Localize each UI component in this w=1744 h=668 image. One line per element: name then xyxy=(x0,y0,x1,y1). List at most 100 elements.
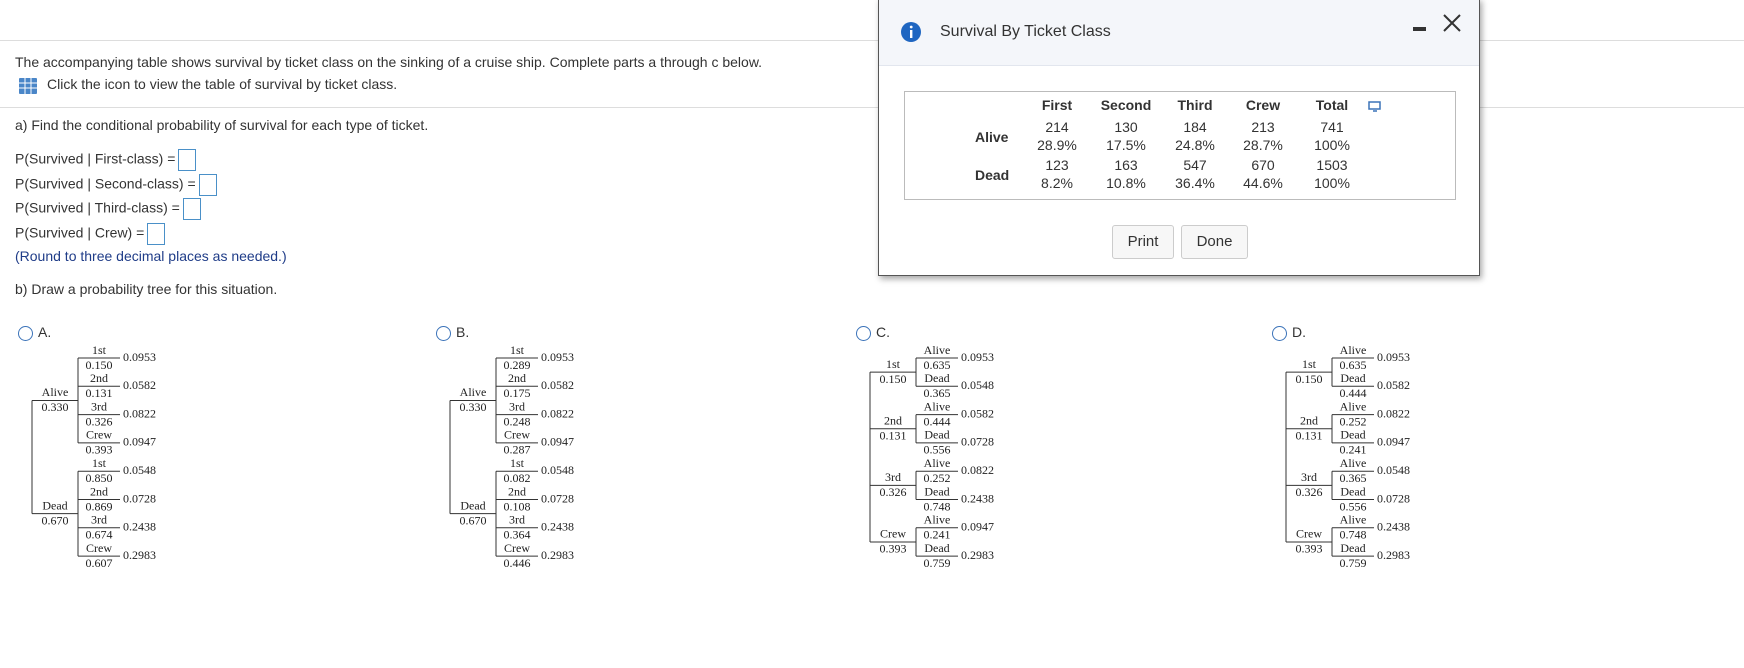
window-controls[interactable] xyxy=(1409,11,1465,37)
leaf-label: Dead xyxy=(924,428,949,442)
leaf-label: Dead xyxy=(1340,428,1365,442)
answer-box[interactable] xyxy=(178,149,197,171)
branch-label: 3rd xyxy=(885,470,901,484)
copy-icon[interactable] xyxy=(1368,101,1382,113)
answer-box[interactable] xyxy=(198,173,217,196)
info-icon xyxy=(901,22,921,42)
option-radio[interactable] xyxy=(1272,326,1287,341)
dialog: Survival By Ticket Class First Second Thir… xyxy=(878,0,1480,276)
table-icon[interactable] xyxy=(18,77,38,95)
divider xyxy=(0,107,1744,108)
leaf-label: Dead xyxy=(924,541,949,555)
leaf-label: Crew xyxy=(504,428,530,442)
leaf-label: Crew xyxy=(86,541,112,555)
leaf-prob: 0.252 xyxy=(924,471,951,485)
count-cell: 184 xyxy=(1183,119,1207,135)
column-header: Second xyxy=(1100,97,1152,113)
leaf-label: Alive xyxy=(1340,343,1367,357)
option-radio[interactable] xyxy=(856,326,871,341)
branch-label: 3rd xyxy=(1301,470,1317,484)
table-link[interactable]: Click the icon to view the table of surv… xyxy=(47,76,398,92)
item-label: P(Survived | Second-class) = xyxy=(15,175,196,192)
percent-cell: 28.7% xyxy=(1243,137,1283,153)
leaf-prob: 0.108 xyxy=(504,499,531,513)
leaf-prob: 0.635 xyxy=(1340,358,1367,372)
probability-item: P(Survived | Second-class) = xyxy=(15,173,217,196)
joint-prob: 0.0548 xyxy=(123,463,156,477)
leaf-label: Dead xyxy=(1340,541,1365,555)
count-cell: 213 xyxy=(1251,119,1275,135)
divider xyxy=(0,40,1744,41)
answer-box[interactable] xyxy=(182,198,201,220)
joint-prob: 0.0548 xyxy=(1377,463,1410,477)
branch-label: Alive xyxy=(42,385,69,399)
leaf-prob: 0.150 xyxy=(86,358,113,372)
probability-item: P(Survived | Crew) = xyxy=(15,222,166,245)
print-button[interactable]: Print xyxy=(1112,225,1174,259)
option-radio[interactable] xyxy=(436,326,451,341)
count-cell: 1503 xyxy=(1316,157,1348,173)
leaf-prob: 0.444 xyxy=(1340,386,1367,400)
leaf-prob: 0.674 xyxy=(86,528,113,542)
joint-prob: 0.2983 xyxy=(541,548,574,562)
percent-cell: 100% xyxy=(1314,137,1350,153)
leaf-prob: 0.326 xyxy=(86,414,113,428)
leaf-label: 1st xyxy=(510,343,525,357)
branch-prob: 0.131 xyxy=(1296,429,1323,443)
leaf-prob: 0.289 xyxy=(504,358,531,372)
joint-prob: 0.0947 xyxy=(541,435,574,449)
leaf-label: Alive xyxy=(924,513,951,527)
branch-prob: 0.330 xyxy=(42,400,69,414)
column-header: First xyxy=(1041,97,1073,113)
percent-cell: 44.6% xyxy=(1243,175,1283,191)
joint-prob: 0.0822 xyxy=(961,463,994,477)
column-header: Total xyxy=(1315,97,1349,113)
leaf-label: 3rd xyxy=(509,399,525,413)
leaf-prob: 0.241 xyxy=(924,528,951,542)
leaf-label: Crew xyxy=(86,428,112,442)
leaf-label: 3rd xyxy=(91,513,107,527)
branch-label: 1st xyxy=(1302,357,1317,371)
leaf-prob: 0.393 xyxy=(86,443,113,457)
branch-label: Crew xyxy=(1296,527,1322,541)
option-letter: A. xyxy=(38,324,52,340)
branch-prob: 0.326 xyxy=(1296,485,1323,499)
joint-prob: 0.0953 xyxy=(1377,350,1410,364)
leaf-prob: 0.748 xyxy=(1340,528,1367,542)
joint-prob: 0.0953 xyxy=(123,350,156,364)
intro: The accompanying table shows survival by… xyxy=(15,54,763,70)
probability-item: P(Survived | First-class) = xyxy=(15,149,197,171)
leaf-prob: 0.082 xyxy=(504,471,531,485)
joint-prob: 0.0728 xyxy=(123,491,156,505)
branch-prob: 0.670 xyxy=(460,513,487,527)
joint-prob: 0.0822 xyxy=(541,406,574,420)
leaf-label: Alive xyxy=(1340,513,1367,527)
leaf-prob: 0.556 xyxy=(1340,499,1367,513)
percent-cell: 36.4% xyxy=(1175,175,1215,191)
count-cell: 163 xyxy=(1114,157,1138,173)
row-label: Alive xyxy=(975,129,1009,145)
leaf-prob: 0.175 xyxy=(504,386,531,400)
done-button[interactable]: Done xyxy=(1181,225,1248,259)
round-note: (Round to three decimal places as needed… xyxy=(15,248,287,264)
joint-prob: 0.2438 xyxy=(541,520,574,534)
branch-prob: 0.393 xyxy=(1296,542,1323,556)
leaf-prob: 0.248 xyxy=(504,414,531,428)
leaf-label: 2nd xyxy=(90,371,108,385)
branch-prob: 0.326 xyxy=(880,485,907,499)
joint-prob: 0.0953 xyxy=(541,350,574,364)
percent-cell: 17.5% xyxy=(1106,137,1146,153)
branch-prob: 0.330 xyxy=(460,400,487,414)
branch-prob: 0.670 xyxy=(42,513,69,527)
percent-cell: 10.8% xyxy=(1106,175,1146,191)
answer-box[interactable] xyxy=(147,222,166,245)
joint-prob: 0.2438 xyxy=(123,520,156,534)
joint-prob: 0.2983 xyxy=(1377,548,1410,562)
leaf-label: 2nd xyxy=(90,484,108,498)
branch-label: Dead xyxy=(42,498,67,512)
option-radio[interactable] xyxy=(18,326,33,341)
joint-prob: 0.0548 xyxy=(541,463,574,477)
joint-prob: 0.0582 xyxy=(123,378,156,392)
count-cell: 123 xyxy=(1045,157,1069,173)
